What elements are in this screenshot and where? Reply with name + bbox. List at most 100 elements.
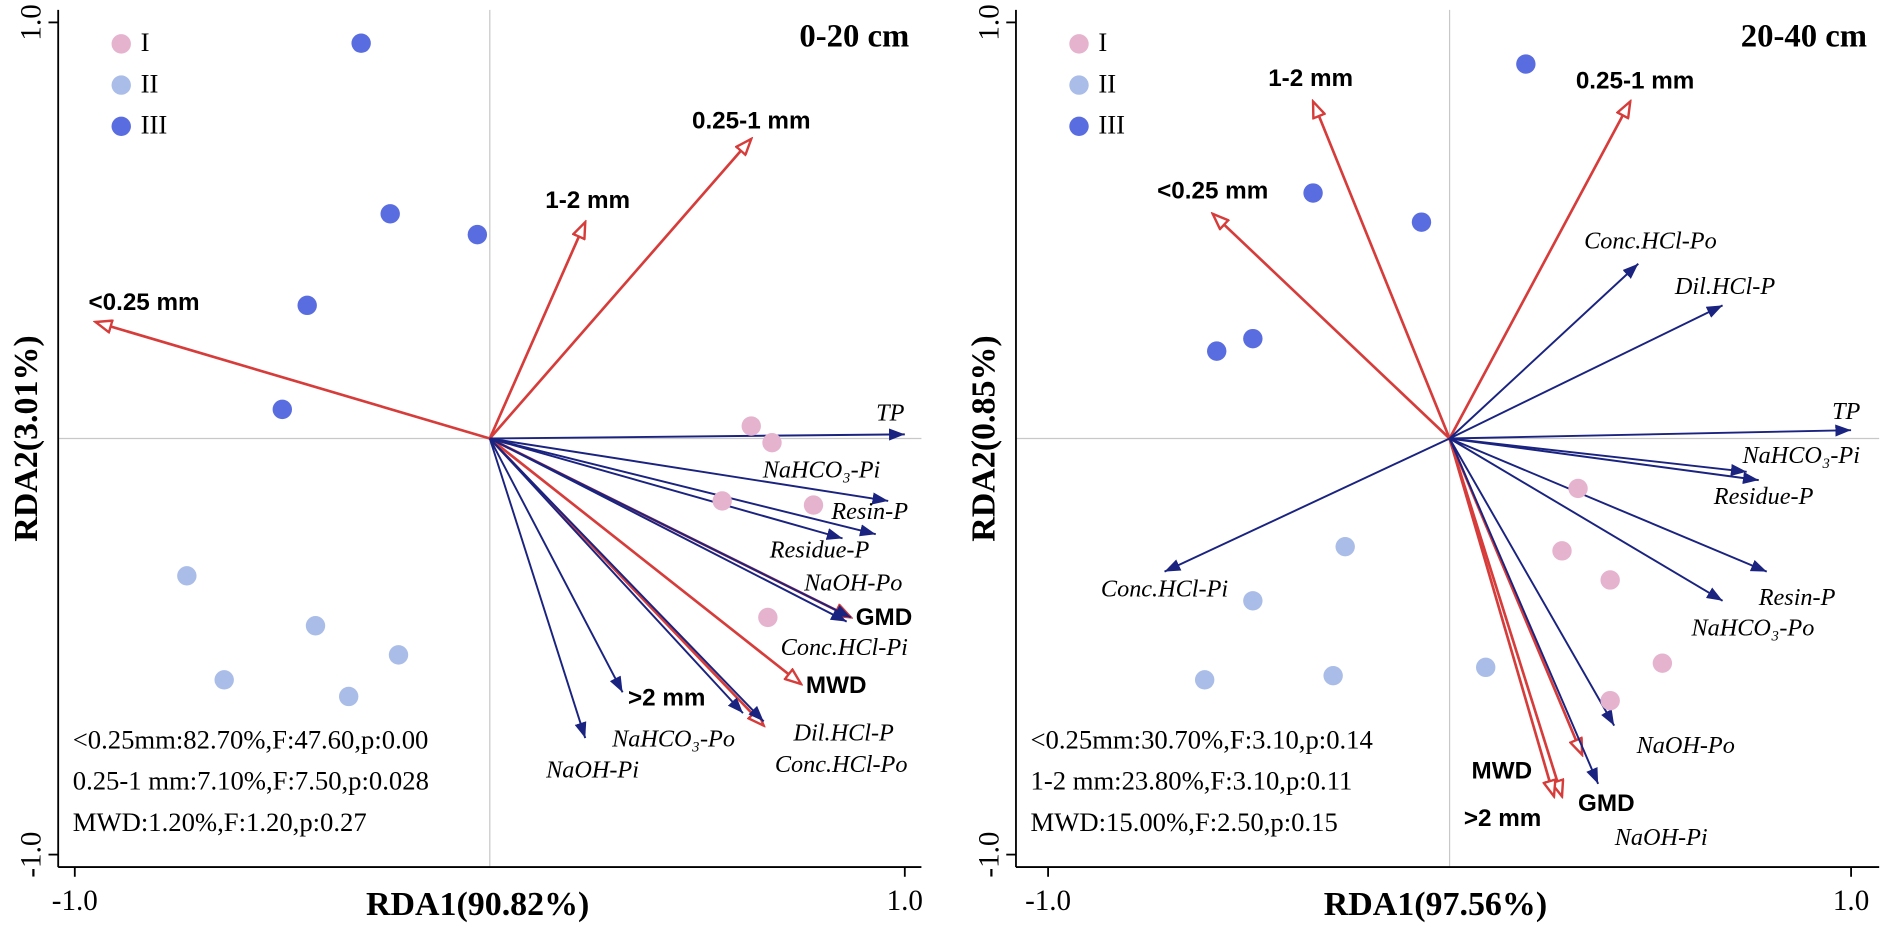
arrow-label: NaHCO₃-Pi [762, 456, 880, 483]
arrow-label: Conc.HCl-Po [775, 751, 908, 778]
sample-point [1411, 212, 1432, 232]
arrow-label: Dil.HCl-P [1674, 273, 1775, 300]
stat-annotation: MWD:15.00%,F:2.50,p:0.15 [1031, 807, 1338, 837]
sample-point [803, 495, 824, 515]
loading-arrow [1449, 437, 1747, 477]
loading-arrow [1449, 437, 1724, 602]
sample-point [1243, 328, 1263, 349]
x-axis-label: RDA1(90.82%) [366, 886, 589, 923]
sample-point [1552, 541, 1572, 561]
loading-arrow [96, 322, 491, 440]
y-axis-label: RDA2(0.85%) [966, 335, 1003, 541]
arrow-label: Residue-P [769, 536, 870, 563]
arrow-label: Conc.HCl-Po [1584, 228, 1717, 255]
arrow-label: Residue-P [1713, 483, 1814, 510]
sample-point [305, 616, 326, 636]
sample-point [1243, 591, 1263, 611]
sample-point [1207, 341, 1227, 361]
arrow-label: NaOH-Po [1636, 732, 1735, 759]
legend-marker [111, 75, 131, 95]
sample-point [388, 645, 409, 665]
sample-point [758, 607, 778, 628]
sample-point [741, 416, 761, 436]
legend-label: II [141, 68, 159, 98]
legend-marker [111, 34, 131, 54]
arrow-label: 1-2 mm [545, 187, 630, 214]
arrow-label: NaHCO₃-Po [1690, 614, 1814, 641]
loading-arrow [1448, 438, 1554, 797]
arrow-label: Dil.HCl-P [793, 719, 894, 746]
loading-arrow [1449, 304, 1724, 440]
arrow-label: Conc.HCl-Pi [781, 634, 908, 661]
stat-annotation: 0.25-1 mm:7.10%,F:7.50,p:0.028 [73, 766, 429, 796]
sample-point [1323, 665, 1343, 686]
loading-arrow [489, 437, 843, 540]
loading-arrow [1448, 101, 1631, 440]
legend-marker [1069, 116, 1089, 137]
sample-point [1600, 690, 1620, 711]
panel: -1.0 1.0 -1.0 1.0 RDA1(90.82%) RDA2(3.01%) 0-2… [8, 4, 923, 923]
loading-arrow [1313, 101, 1451, 440]
loading-arrow [1448, 263, 1639, 440]
sample-point [297, 295, 317, 316]
y-tick-label: -1.0 [973, 832, 1005, 878]
arrow-label: 1-2 mm [1268, 65, 1353, 92]
x-tick-label: 1.0 [887, 885, 923, 917]
stat-annotation: 1-2 mm:23.80%,F:3.10,p:0.11 [1031, 766, 1353, 796]
arrow-label: Resin-P [830, 498, 908, 525]
sample-point [1600, 570, 1620, 590]
sample-point [214, 670, 234, 690]
loading-arrow [1448, 438, 1616, 727]
arrow-label: NaHCO₃-Pi [1741, 442, 1859, 469]
corner-label: 0-20 cm [799, 19, 909, 55]
sample-point [1652, 653, 1673, 673]
loading-arrow [489, 437, 765, 723]
legend-marker [1069, 34, 1089, 54]
loading-arrow [1213, 214, 1451, 440]
arrow-label: TP [1832, 398, 1860, 425]
loading-arrow [489, 437, 744, 714]
stat-annotation: MWD:1.20%,F:1.20,p:0.27 [73, 807, 367, 837]
sample-point [272, 399, 292, 420]
arrow-label: MWD [1472, 758, 1533, 785]
legend-marker [111, 116, 131, 137]
sample-point [338, 686, 359, 707]
loading-arrow [489, 437, 876, 537]
sample-point [1476, 657, 1496, 678]
legend-label: II [1098, 68, 1116, 98]
loading-arrow [1449, 437, 1759, 485]
arrow-label: TP [876, 400, 904, 427]
sample-point [1568, 478, 1588, 499]
legend-marker [1069, 75, 1089, 95]
arrow-label: MWD [806, 672, 867, 699]
arrow-label: >2 mm [628, 684, 705, 711]
arrow-label: 0.25-1 mm [1576, 67, 1695, 94]
arrow-label: <0.25 mm [1157, 177, 1268, 204]
legend-label: III [141, 110, 168, 140]
loading-arrow [1449, 437, 1768, 573]
arrow-label: >2 mm [1464, 805, 1541, 832]
loading-arrow [488, 438, 587, 739]
y-tick-label: -1.0 [16, 832, 48, 878]
loading-arrow [488, 438, 624, 693]
x-axis-label: RDA1(97.56%) [1324, 886, 1547, 923]
arrow-label: NaOH-Pi [1614, 824, 1708, 851]
x-tick-label: -1.0 [52, 885, 98, 917]
legend-label: I [1098, 27, 1107, 57]
loading-arrow [1449, 424, 1852, 440]
arrow-label: NaHCO₃-Po [611, 725, 735, 752]
sample-point [1335, 536, 1355, 557]
stat-annotation: <0.25mm:30.70%,F:3.10,p:0.14 [1031, 724, 1373, 754]
arrow-label: <0.25 mm [88, 289, 199, 316]
sample-point [1516, 54, 1536, 74]
arrow-label: NaOH-Po [803, 569, 902, 596]
x-tick-label: -1.0 [1025, 885, 1071, 917]
loading-arrow [489, 428, 905, 441]
sample-point [1194, 670, 1215, 690]
loading-arrow [488, 139, 751, 440]
y-tick-label: 1.0 [973, 4, 1005, 40]
arrow-label: GMD [856, 604, 913, 631]
y-tick-label: 1.0 [16, 4, 48, 40]
